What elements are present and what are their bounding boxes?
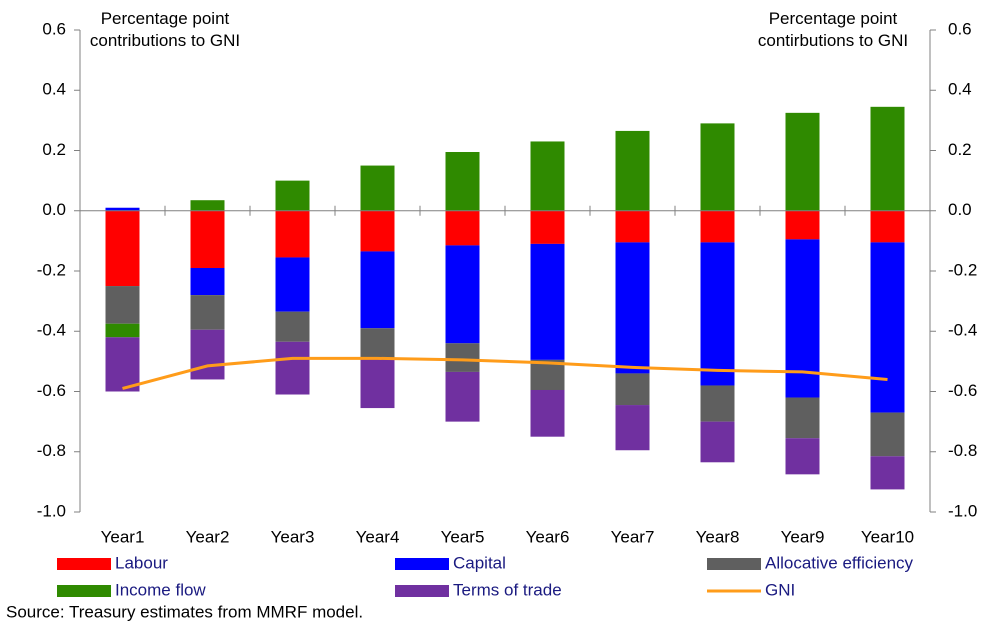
bar-segment (785, 112, 820, 211)
bar-segment (870, 106, 905, 211)
legend-label: Terms of trade (453, 580, 562, 599)
bar-segment (275, 210, 310, 258)
x-tick-label: Year3 (271, 527, 315, 546)
bar-segment (700, 210, 735, 243)
x-tick-label: Year4 (356, 527, 400, 546)
x-tick-label: Year7 (611, 527, 655, 546)
bar-segment (105, 337, 140, 392)
bar-segment (190, 267, 225, 296)
y-tick-label: -1.0 (37, 501, 66, 520)
y-tick-label: -0.6 (37, 381, 66, 400)
bar-segment (700, 421, 735, 463)
x-tick-label: Year5 (441, 527, 485, 546)
legend-swatch (57, 558, 111, 570)
y2-tick-label: -0.6 (948, 381, 977, 400)
bar-segment (445, 245, 480, 344)
bar-segment (360, 210, 395, 252)
source-note: Source: Treasury estimates from MMRF mod… (6, 602, 363, 621)
legend-swatch (395, 585, 449, 597)
x-tick-label: Year2 (186, 527, 230, 546)
bar-segment (190, 210, 225, 268)
y2-tick-label: -0.4 (948, 321, 977, 340)
bar-segment (360, 165, 395, 211)
legend-label: Capital (453, 553, 506, 572)
y-tick-label: 0.0 (42, 200, 66, 219)
bar-segment (615, 373, 650, 406)
bar-segment (275, 180, 310, 211)
y2-tick-label: -1.0 (948, 501, 977, 520)
y2-tick-label: 0.2 (948, 140, 972, 159)
y-tick-label: -0.2 (37, 260, 66, 279)
bar-segment (700, 385, 735, 422)
bar-segment (615, 242, 650, 374)
line (122, 356, 888, 390)
bar-segment (275, 311, 310, 342)
bar-segment (105, 210, 140, 287)
bar-segment (360, 251, 395, 329)
y2-tick-label: 0.6 (948, 19, 972, 38)
bar-segment (445, 343, 480, 372)
y2-tick-label: -0.2 (948, 260, 977, 279)
y2-tick-label: 0.4 (948, 80, 972, 99)
bar-segment (105, 207, 140, 211)
bar-segment (785, 438, 820, 475)
y-tick-label: 0.6 (42, 19, 66, 38)
bar-segment (445, 210, 480, 246)
bar-segment (530, 210, 565, 244)
bar-segment (190, 295, 225, 330)
y2-tick-label: 0.0 (948, 200, 972, 219)
bar-segment (105, 286, 140, 324)
bar-segment (445, 371, 480, 422)
y-tick-label: -0.8 (37, 441, 66, 460)
legend-label: GNI (765, 580, 795, 599)
x-tick-label: Year1 (101, 527, 145, 546)
bar-segment (615, 210, 650, 243)
bar-segment (275, 341, 310, 395)
y-tick-label: 0.4 (42, 80, 66, 99)
bar-segment (700, 242, 735, 386)
bar-segment (615, 405, 650, 451)
bar-segment (190, 200, 225, 211)
legend-label: Income flow (115, 580, 206, 599)
bar-segment (275, 257, 310, 312)
y-tick-label: 0.2 (42, 140, 66, 159)
bar-segment (105, 323, 140, 338)
bar-segment (615, 130, 650, 211)
bar-segment (870, 210, 905, 243)
x-tick-label: Year9 (781, 527, 825, 546)
y-axis-title: Percentage point contributions to GNI (89, 9, 241, 50)
bar-segment (360, 328, 395, 359)
bar-segment (870, 412, 905, 457)
bar-segment (870, 242, 905, 413)
x-tick-label: Year10 (861, 527, 914, 546)
y2-axis-title: Percentage point contirbutions to GNI (757, 9, 909, 50)
legend-swatch (707, 558, 761, 570)
bar-segment (530, 389, 565, 437)
bar-segment (785, 210, 820, 240)
bar-segment (700, 123, 735, 211)
legend-swatch (395, 558, 449, 570)
bar-segment (190, 329, 225, 380)
legend-label: Allocative efficiency (765, 553, 914, 572)
x-tick-label: Year8 (696, 527, 740, 546)
x-tick-label: Year6 (526, 527, 570, 546)
legend-swatch (57, 585, 111, 597)
y2-tick-label: -0.8 (948, 441, 977, 460)
legend-label: Labour (115, 553, 168, 572)
bar-segment (530, 243, 565, 360)
bar-segment (870, 456, 905, 490)
bar-segment (785, 397, 820, 439)
y-tick-label: -0.4 (37, 321, 66, 340)
bar-segment (530, 141, 565, 211)
bar-segment (445, 152, 480, 211)
bar-segment (360, 358, 395, 409)
